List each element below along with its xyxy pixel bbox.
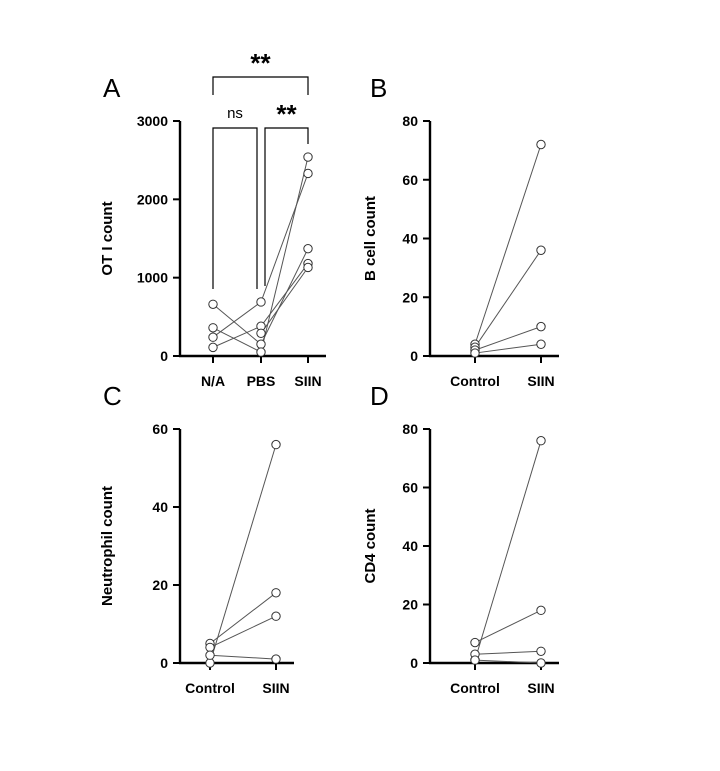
significance-bracket (264, 127, 309, 286)
x-tick-label: SIIN (262, 680, 289, 696)
panel-a: A OT I count 0 1000 2000 3000 N/A PBS SIIN ns **** (99, 48, 326, 389)
x-tick-label: SIIN (294, 373, 321, 389)
x-tick-label: Control (450, 373, 500, 389)
data-point (205, 642, 215, 653)
data-point (303, 262, 313, 273)
y-tick-label: 60 (402, 172, 418, 188)
data-point (205, 650, 215, 660)
data-point (271, 588, 281, 598)
y-tick-label: 1000 (137, 270, 168, 286)
data-point (536, 436, 546, 446)
paired-line (209, 615, 277, 648)
data-point (536, 646, 546, 656)
significance-label: ** (250, 48, 271, 78)
data-point (536, 139, 546, 150)
y-tick-label: 40 (152, 499, 168, 515)
x-tick-label: PBS (247, 373, 276, 389)
significance-bracket (212, 127, 258, 289)
paired-line (474, 440, 542, 661)
y-tick-label: 20 (152, 577, 168, 593)
panel-c: C Neutrophil count 0 20 40 60 Control SIIN (99, 381, 294, 696)
data-point (208, 299, 218, 309)
x-tick-label: SIIN (527, 373, 554, 389)
paired-line (474, 609, 542, 643)
y-tick-label: 3000 (137, 113, 168, 129)
data-point (303, 152, 313, 162)
panel-letter: D (370, 381, 389, 411)
y-tick-label: 2000 (137, 191, 168, 207)
y-tick-label: 60 (152, 421, 168, 437)
panel-b: B B cell count 0 20 40 60 80 Control SIIN (362, 73, 559, 389)
y-axis-label: CD4 count (362, 508, 379, 583)
y-tick-label: 40 (402, 231, 418, 247)
data-point (271, 654, 281, 664)
significance-label: ns (227, 105, 243, 122)
y-axis-label: OT I count (99, 201, 116, 275)
paired-line (260, 267, 309, 334)
data-point (208, 332, 218, 342)
paired-line (209, 592, 277, 644)
series-lines (474, 144, 542, 354)
data-point (536, 339, 546, 349)
x-tick-label: N/A (201, 373, 225, 389)
x-tick-label: Control (185, 680, 235, 696)
data-point (208, 342, 218, 353)
y-tick-label: 20 (402, 289, 418, 305)
paired-line (474, 326, 542, 351)
paired-line (474, 659, 542, 664)
series-points (470, 139, 546, 358)
data-point (256, 328, 266, 338)
data-point (536, 321, 546, 332)
data-point (205, 658, 215, 668)
data-point (208, 323, 218, 333)
significance-bracket (212, 76, 309, 95)
data-point (536, 245, 546, 255)
paired-line (474, 650, 542, 655)
y-tick-label: 60 (402, 480, 418, 496)
y-tick-label: 40 (402, 538, 418, 554)
panel-letter: A (103, 73, 121, 103)
paired-line (474, 144, 542, 345)
y-tick-label: 80 (402, 421, 418, 437)
panel-d: D CD4 count 0 20 40 60 80 Control SIIN (362, 381, 559, 696)
data-point (256, 297, 266, 307)
data-point (271, 439, 281, 450)
series-lines (209, 444, 277, 664)
significance-brackets: ns **** (212, 48, 309, 289)
y-tick-label: 20 (402, 597, 418, 613)
x-tick-label: Control (450, 680, 500, 696)
data-point (536, 605, 546, 616)
x-tick-label: SIIN (527, 680, 554, 696)
data-point (271, 611, 281, 621)
data-point (470, 655, 480, 665)
paired-line (209, 654, 277, 660)
data-point (256, 347, 266, 357)
data-point (536, 658, 546, 668)
paired-line (474, 343, 542, 354)
series-points (208, 152, 313, 357)
series-points (470, 436, 546, 668)
data-point (303, 168, 313, 179)
y-tick-label: 0 (410, 655, 418, 671)
data-point (303, 243, 313, 254)
paired-line (474, 249, 542, 348)
paired-line (209, 444, 277, 664)
paired-line (212, 173, 309, 338)
y-axis-label: Neutrophil count (99, 486, 116, 606)
data-point (256, 339, 266, 349)
panel-letter: B (370, 73, 387, 103)
panel-letter: C (103, 381, 122, 411)
y-axis-label: B cell count (362, 196, 379, 281)
data-point (470, 637, 480, 648)
series-points (205, 439, 281, 668)
data-point (470, 348, 480, 358)
y-tick-label: 0 (410, 348, 418, 364)
y-tick-label: 0 (160, 348, 168, 364)
significance-label: ** (276, 99, 297, 129)
series-lines (474, 440, 542, 664)
y-tick-label: 0 (160, 655, 168, 671)
y-tick-label: 80 (402, 113, 418, 129)
